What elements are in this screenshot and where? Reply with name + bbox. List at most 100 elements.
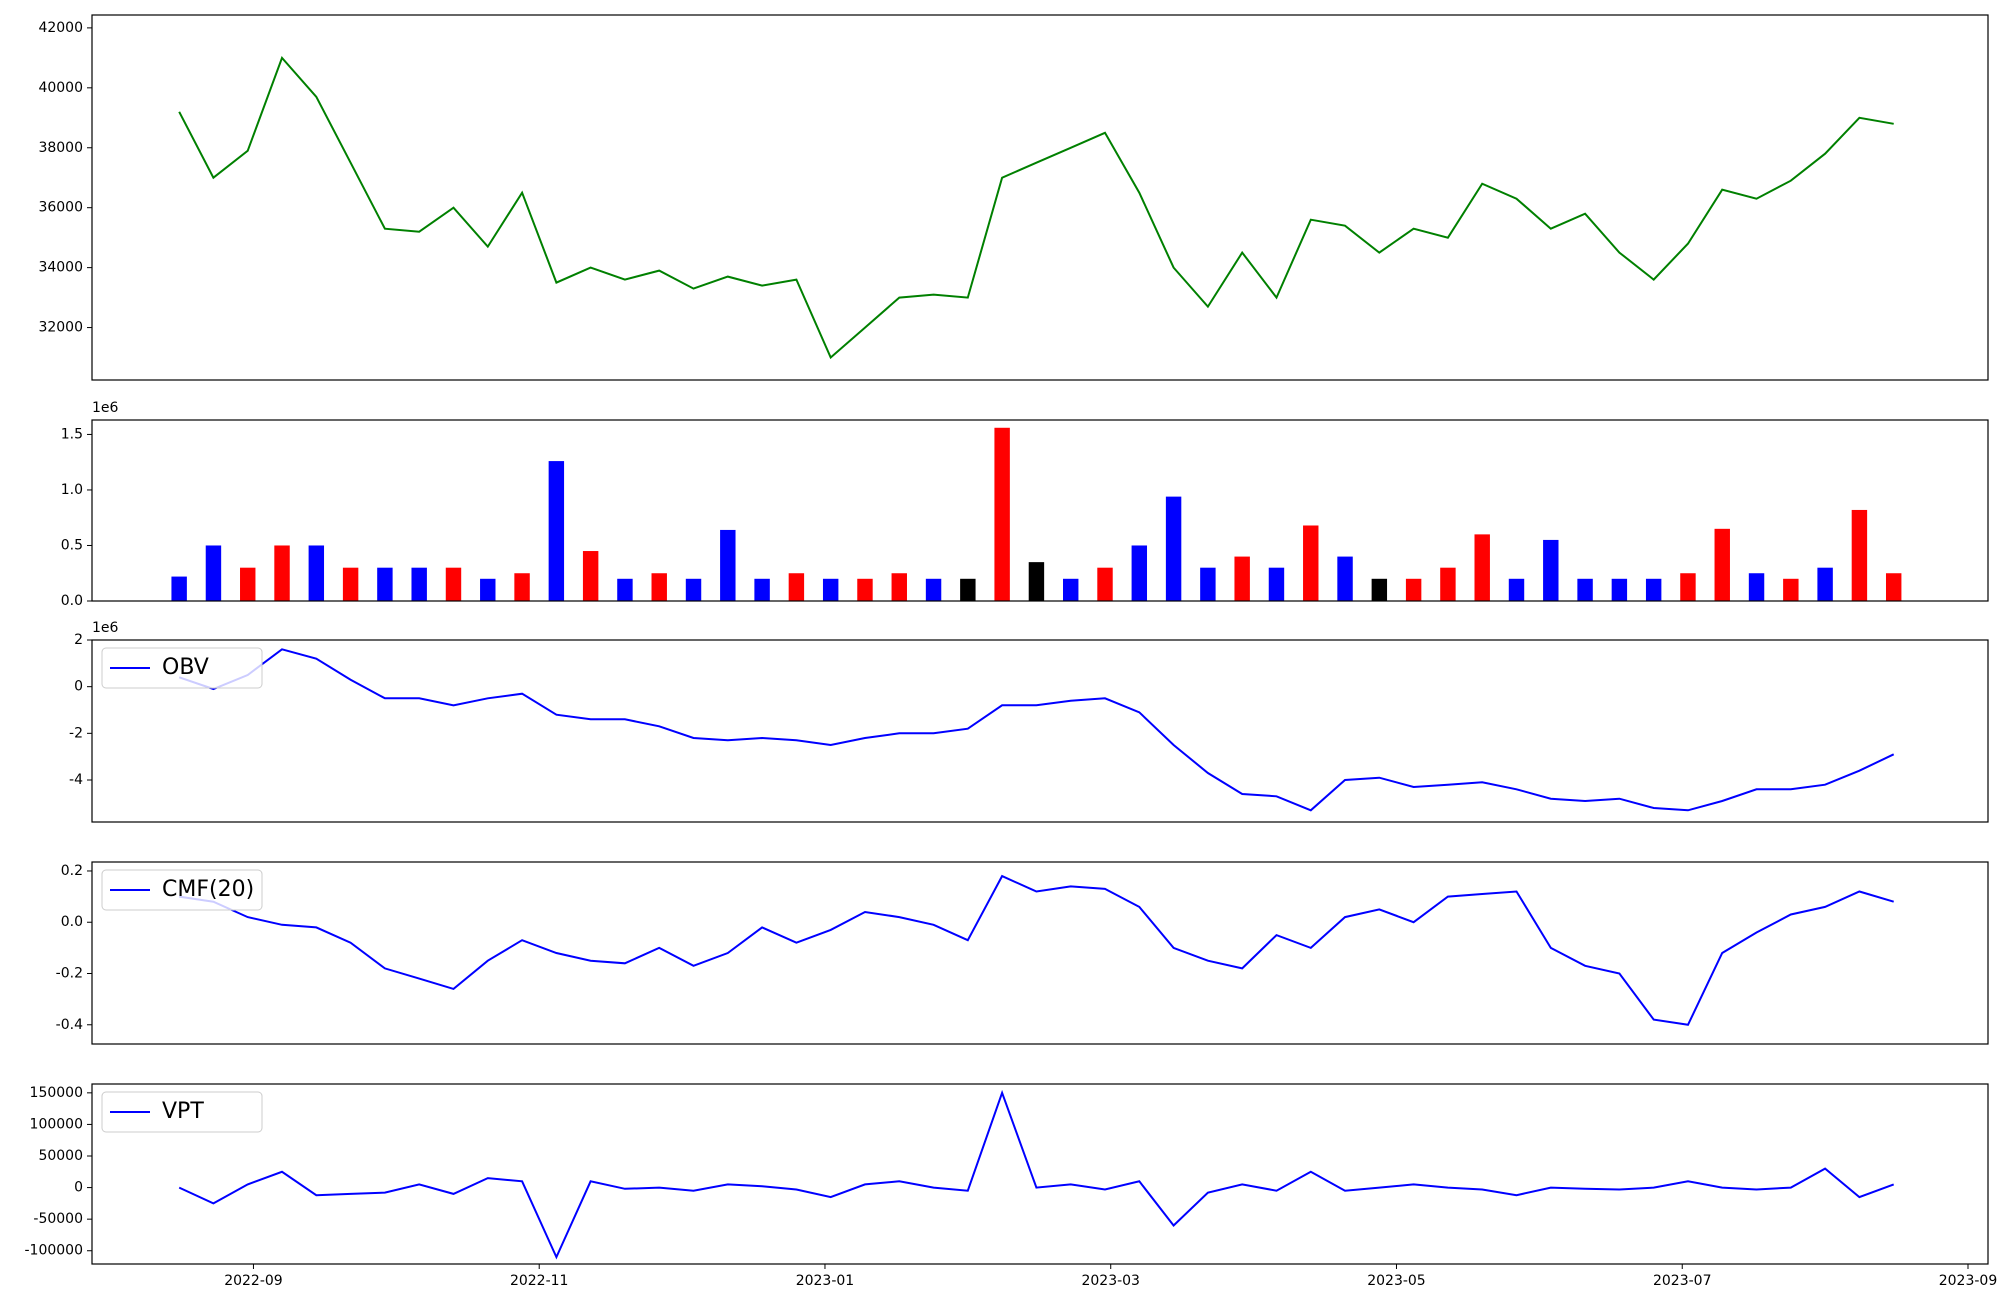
bar	[1268, 567, 1285, 601]
plot-frame	[91, 1083, 1989, 1265]
bar	[445, 567, 462, 601]
y-tick-label: 1.0	[61, 482, 83, 498]
y-tick-label: 0.5	[61, 537, 83, 553]
bar	[1577, 578, 1593, 601]
bar	[1645, 578, 1662, 601]
bar	[480, 578, 496, 601]
y-tick-label: 0.2	[61, 863, 83, 879]
bar	[754, 578, 770, 601]
bar	[1748, 573, 1765, 601]
bar	[1337, 556, 1353, 601]
bar	[411, 567, 427, 601]
x-tick-label: 2023-03	[1081, 1273, 1140, 1289]
bar	[1885, 573, 1902, 601]
bar	[1097, 567, 1113, 601]
line-series	[178, 648, 1895, 812]
y-tick-label: 150000	[30, 1085, 83, 1101]
bar	[1817, 567, 1833, 601]
y-tick-label: 36000	[38, 200, 83, 216]
y-tick-label: 2	[74, 632, 83, 648]
bar	[1200, 567, 1216, 601]
bar	[240, 567, 256, 601]
bar	[1063, 578, 1079, 601]
bar	[548, 461, 565, 601]
bar	[720, 529, 736, 601]
bar	[1371, 578, 1388, 601]
bar	[1028, 562, 1045, 601]
bar	[617, 578, 633, 601]
bar	[1611, 578, 1628, 601]
bar	[1680, 573, 1696, 601]
bar	[1543, 539, 1559, 601]
bar	[1440, 567, 1456, 601]
y-tick-label: 0	[74, 679, 83, 695]
bar	[960, 578, 976, 601]
line-series	[178, 55, 1894, 360]
y-tick-label: 34000	[38, 260, 83, 276]
plot-frame	[91, 639, 1989, 823]
bar	[1234, 556, 1250, 601]
y-tick-label: 50000	[38, 1148, 83, 1164]
legend-box	[101, 647, 263, 689]
bar	[788, 573, 805, 601]
x-tick-label: 2023-01	[796, 1273, 855, 1289]
bar	[1714, 528, 1730, 601]
bar	[1474, 534, 1490, 601]
y-tick-label: -4	[69, 772, 83, 788]
line-series	[178, 1089, 1895, 1260]
x-tick-label: 2022-09	[224, 1273, 283, 1289]
y-tick-label: 32000	[38, 320, 83, 336]
bar	[994, 427, 1010, 601]
bar	[514, 573, 530, 601]
y-tick-label: 0.0	[61, 593, 83, 609]
legend-box	[101, 869, 263, 911]
y-tick-label: 0	[74, 1180, 83, 1196]
bar	[1131, 545, 1148, 601]
bar	[651, 573, 667, 601]
y-tick-label: -0.2	[56, 966, 83, 982]
y-tick-label: -50000	[33, 1211, 83, 1227]
bar	[205, 545, 222, 601]
legend-box	[101, 1091, 263, 1133]
bar	[1851, 509, 1868, 601]
bar	[822, 578, 839, 601]
offset-label: 1e6	[92, 620, 119, 636]
y-tick-label: 38000	[38, 140, 83, 156]
y-tick-label: 100000	[30, 1116, 83, 1132]
y-tick-label: -100000	[25, 1243, 84, 1259]
bar	[1165, 496, 1182, 601]
bar	[1303, 525, 1319, 601]
plot-frame	[91, 419, 1989, 602]
bar	[377, 567, 393, 601]
bar	[342, 567, 359, 601]
line-series	[179, 874, 1894, 1026]
legend-label: VPT	[162, 1099, 204, 1124]
bar	[1783, 578, 1799, 601]
x-tick-label: 2023-07	[1653, 1273, 1712, 1289]
x-tick-label: 2023-09	[1939, 1273, 1998, 1289]
bar	[582, 551, 599, 601]
y-tick-label: -2	[69, 725, 83, 741]
x-tick-label: 2022-11	[510, 1273, 569, 1289]
bar	[1508, 578, 1525, 601]
y-tick-label: 40000	[38, 80, 83, 96]
bar	[891, 573, 907, 601]
y-tick-label: 1.5	[61, 426, 83, 442]
legend-label: CMF(20)	[162, 877, 254, 902]
bar	[171, 576, 187, 601]
y-tick-label: 42000	[38, 20, 83, 36]
bar	[1405, 578, 1422, 601]
offset-label: 1e6	[92, 400, 119, 416]
y-tick-label: -0.4	[56, 1017, 83, 1033]
y-tick-label: 0.0	[61, 914, 83, 930]
bar	[857, 578, 873, 601]
bar	[925, 578, 942, 601]
bar	[274, 545, 290, 601]
x-tick-label: 2023-05	[1367, 1273, 1426, 1289]
bar	[685, 578, 702, 601]
bar	[308, 545, 325, 601]
legend-label: OBV	[162, 655, 209, 680]
plot-frame	[91, 14, 1989, 381]
plot-frame	[91, 861, 1989, 1045]
